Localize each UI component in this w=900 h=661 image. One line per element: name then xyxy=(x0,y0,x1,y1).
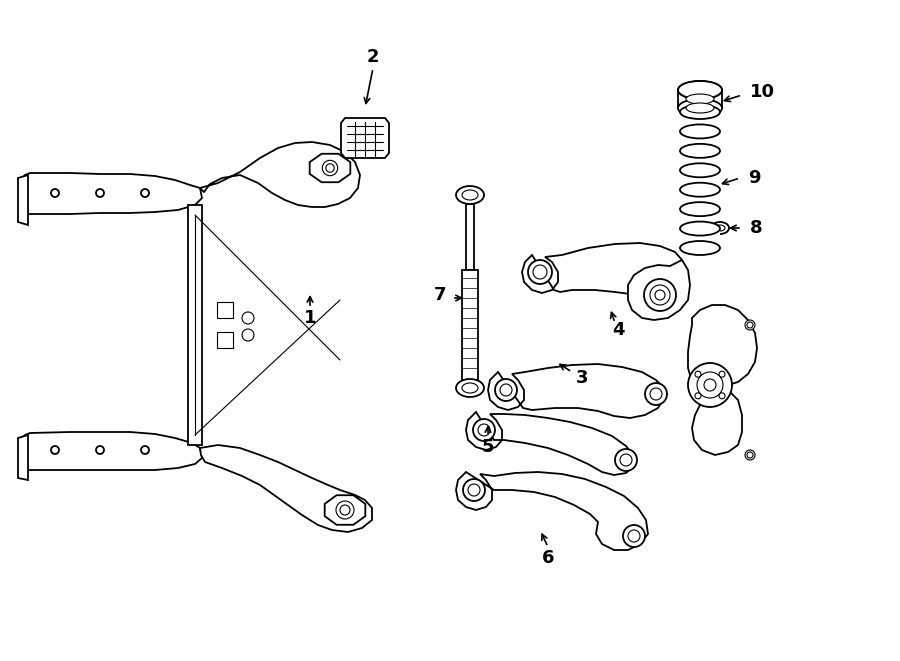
Polygon shape xyxy=(188,205,202,445)
Ellipse shape xyxy=(678,81,722,99)
Circle shape xyxy=(695,371,701,377)
Polygon shape xyxy=(217,332,233,348)
Polygon shape xyxy=(217,302,233,318)
Ellipse shape xyxy=(715,225,725,231)
Ellipse shape xyxy=(462,190,478,200)
Ellipse shape xyxy=(680,105,720,119)
Circle shape xyxy=(704,379,716,391)
Text: 6: 6 xyxy=(542,549,554,567)
Ellipse shape xyxy=(680,241,720,255)
Text: 5: 5 xyxy=(482,438,494,456)
Ellipse shape xyxy=(462,383,478,393)
Ellipse shape xyxy=(680,144,720,158)
Circle shape xyxy=(650,285,670,305)
Ellipse shape xyxy=(678,99,722,117)
Text: 9: 9 xyxy=(748,169,760,187)
Ellipse shape xyxy=(686,94,714,104)
Circle shape xyxy=(326,164,334,173)
Circle shape xyxy=(242,329,254,341)
Circle shape xyxy=(468,484,480,496)
Circle shape xyxy=(242,312,254,324)
Ellipse shape xyxy=(686,103,714,113)
Polygon shape xyxy=(680,151,720,161)
Text: 10: 10 xyxy=(750,83,775,101)
Text: 3: 3 xyxy=(576,369,589,387)
Polygon shape xyxy=(628,260,690,320)
Circle shape xyxy=(650,388,662,400)
Circle shape xyxy=(747,322,753,328)
Polygon shape xyxy=(20,432,202,474)
Circle shape xyxy=(695,393,701,399)
Circle shape xyxy=(688,363,732,407)
Circle shape xyxy=(495,379,517,401)
Ellipse shape xyxy=(680,124,720,138)
Polygon shape xyxy=(200,142,360,207)
Circle shape xyxy=(51,189,59,197)
Circle shape xyxy=(478,424,490,436)
Text: 8: 8 xyxy=(750,219,762,237)
Polygon shape xyxy=(200,445,372,532)
Circle shape xyxy=(697,372,723,398)
Circle shape xyxy=(322,161,338,176)
Polygon shape xyxy=(341,118,389,158)
Ellipse shape xyxy=(680,182,720,197)
Circle shape xyxy=(620,454,632,466)
Polygon shape xyxy=(678,90,722,108)
Polygon shape xyxy=(18,435,28,480)
Circle shape xyxy=(615,449,637,471)
Circle shape xyxy=(655,290,665,300)
Circle shape xyxy=(628,530,640,542)
Circle shape xyxy=(51,446,59,454)
Circle shape xyxy=(745,450,755,460)
Circle shape xyxy=(533,265,547,279)
Ellipse shape xyxy=(680,221,720,235)
Circle shape xyxy=(473,419,495,441)
Circle shape xyxy=(747,452,753,458)
Ellipse shape xyxy=(456,186,484,204)
Text: 7: 7 xyxy=(434,286,446,304)
Polygon shape xyxy=(680,209,720,219)
Polygon shape xyxy=(310,154,350,182)
Ellipse shape xyxy=(456,379,484,397)
Ellipse shape xyxy=(711,222,729,234)
Ellipse shape xyxy=(680,163,720,177)
Polygon shape xyxy=(522,243,684,295)
Polygon shape xyxy=(462,270,478,380)
Circle shape xyxy=(463,479,485,501)
Polygon shape xyxy=(466,412,634,475)
Text: 1: 1 xyxy=(304,309,316,327)
Circle shape xyxy=(719,393,725,399)
Polygon shape xyxy=(488,364,664,418)
Ellipse shape xyxy=(680,202,720,216)
Circle shape xyxy=(623,525,645,547)
Circle shape xyxy=(719,371,725,377)
Circle shape xyxy=(745,320,755,330)
Polygon shape xyxy=(680,112,720,122)
Circle shape xyxy=(96,189,104,197)
Text: 4: 4 xyxy=(612,321,625,339)
Polygon shape xyxy=(18,175,28,225)
Circle shape xyxy=(645,383,667,405)
Circle shape xyxy=(500,384,512,396)
Circle shape xyxy=(340,505,350,515)
Circle shape xyxy=(528,260,552,284)
Polygon shape xyxy=(680,132,720,141)
Circle shape xyxy=(96,446,104,454)
Text: 2: 2 xyxy=(367,48,379,66)
Polygon shape xyxy=(688,305,757,455)
Polygon shape xyxy=(680,190,720,200)
Polygon shape xyxy=(466,204,474,270)
Circle shape xyxy=(141,446,149,454)
Circle shape xyxy=(336,501,354,519)
Circle shape xyxy=(141,189,149,197)
Polygon shape xyxy=(680,171,720,180)
Polygon shape xyxy=(20,173,202,218)
Polygon shape xyxy=(680,229,720,238)
Circle shape xyxy=(644,279,676,311)
Ellipse shape xyxy=(678,81,722,99)
Polygon shape xyxy=(325,495,365,525)
Polygon shape xyxy=(456,472,648,550)
